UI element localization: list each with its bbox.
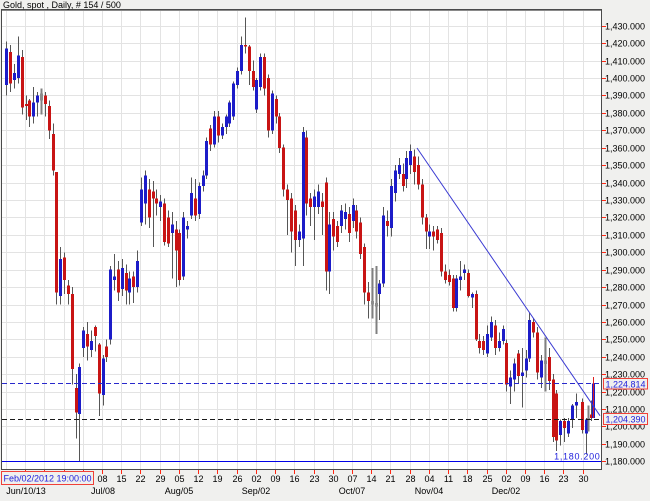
svg-text:1,430.000: 1,430.000	[605, 22, 645, 32]
svg-text:Nov/04: Nov/04	[415, 486, 444, 496]
svg-text:18: 18	[462, 474, 472, 484]
svg-text:1,410.000: 1,410.000	[605, 57, 645, 67]
svg-text:1,420.000: 1,420.000	[605, 39, 645, 49]
svg-text:1,230.000: 1,230.000	[605, 370, 645, 380]
svg-text:Dec/02: Dec/02	[492, 486, 521, 496]
svg-text:Oct/07: Oct/07	[339, 486, 366, 496]
svg-text:16: 16	[539, 474, 549, 484]
svg-text:1,400.000: 1,400.000	[605, 74, 645, 84]
svg-text:08: 08	[97, 474, 107, 484]
svg-text:Feb/02/2012 19:00:00: Feb/02/2012 19:00:00	[3, 474, 91, 484]
svg-text:19: 19	[212, 474, 222, 484]
svg-text:Sep/02: Sep/02	[242, 486, 271, 496]
svg-text:1,210.000: 1,210.000	[605, 405, 645, 415]
svg-text:14: 14	[366, 474, 376, 484]
svg-text:1,390.000: 1,390.000	[605, 91, 645, 101]
svg-text:30: 30	[578, 474, 588, 484]
svg-text:1,370.000: 1,370.000	[605, 126, 645, 136]
svg-text:29: 29	[155, 474, 165, 484]
svg-text:1,360.000: 1,360.000	[605, 144, 645, 154]
svg-text:1,250.000: 1,250.000	[605, 335, 645, 345]
svg-text:15: 15	[116, 474, 126, 484]
svg-text:1,300.000: 1,300.000	[605, 248, 645, 258]
svg-text:Gold, spot , Daily, # 154 / 50: Gold, spot , Daily, # 154 / 500	[3, 0, 121, 10]
svg-text:12: 12	[193, 474, 203, 484]
svg-text:28: 28	[405, 474, 415, 484]
svg-text:05: 05	[174, 474, 184, 484]
svg-text:1,320.000: 1,320.000	[605, 213, 645, 223]
svg-text:1,224.814: 1,224.814	[605, 379, 645, 389]
svg-text:22: 22	[135, 474, 145, 484]
svg-text:1,180.000: 1,180.000	[605, 457, 645, 467]
svg-text:23: 23	[309, 474, 319, 484]
svg-text:Aug/05: Aug/05	[165, 486, 194, 496]
svg-text:1,270.000: 1,270.000	[605, 301, 645, 311]
svg-text:26: 26	[232, 474, 242, 484]
svg-text:09: 09	[270, 474, 280, 484]
svg-text:1,180.200: 1,180.200	[554, 452, 600, 462]
svg-text:11: 11	[444, 474, 453, 484]
svg-text:1,330.000: 1,330.000	[605, 196, 645, 206]
svg-text:16: 16	[289, 474, 299, 484]
svg-text:23: 23	[558, 474, 568, 484]
svg-text:1,240.000: 1,240.000	[605, 353, 645, 363]
svg-text:1,340.000: 1,340.000	[605, 179, 645, 189]
svg-text:1,290.000: 1,290.000	[605, 266, 645, 276]
svg-text:1,190.000: 1,190.000	[605, 440, 645, 450]
svg-text:Jul/08: Jul/08	[91, 486, 115, 496]
svg-text:1,310.000: 1,310.000	[605, 231, 645, 241]
svg-text:1,260.000: 1,260.000	[605, 318, 645, 328]
svg-text:25: 25	[482, 474, 492, 484]
svg-text:09: 09	[520, 474, 530, 484]
svg-text:Jun/10/13: Jun/10/13	[6, 486, 46, 496]
svg-text:1,204.390: 1,204.390	[605, 415, 645, 425]
svg-text:30: 30	[328, 474, 338, 484]
svg-text:1,350.000: 1,350.000	[605, 161, 645, 171]
svg-text:02: 02	[251, 474, 261, 484]
svg-text:21: 21	[385, 474, 395, 484]
svg-text:1,280.000: 1,280.000	[605, 283, 645, 293]
svg-text:1,220.000: 1,220.000	[605, 388, 645, 398]
svg-text:02: 02	[501, 474, 511, 484]
svg-text:1,200.000: 1,200.000	[605, 422, 645, 432]
svg-text:07: 07	[347, 474, 357, 484]
svg-text:1,380.000: 1,380.000	[605, 109, 645, 119]
svg-text:04: 04	[424, 474, 434, 484]
